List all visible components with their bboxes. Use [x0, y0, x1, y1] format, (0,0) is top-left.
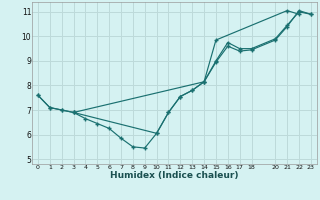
X-axis label: Humidex (Indice chaleur): Humidex (Indice chaleur): [110, 171, 239, 180]
